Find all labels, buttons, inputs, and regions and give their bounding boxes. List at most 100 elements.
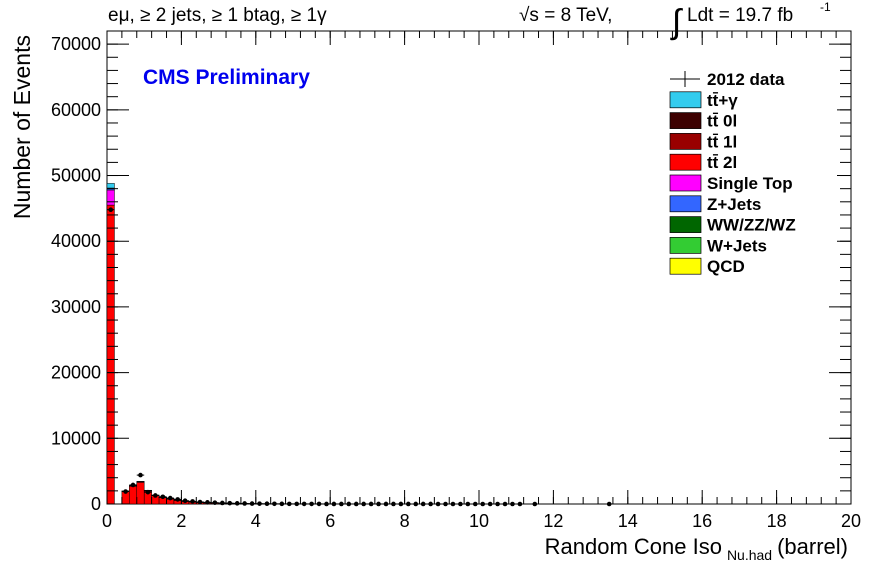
stack-bar xyxy=(106,183,115,189)
legend-swatch xyxy=(669,112,702,129)
x-tick-label: 8 xyxy=(400,511,410,531)
data-point xyxy=(301,501,307,507)
legend-swatch xyxy=(669,133,702,150)
y-tick-label: 70000 xyxy=(51,34,101,54)
legend-label: Single Top xyxy=(707,174,793,193)
x-tick-label: 2 xyxy=(176,511,186,531)
data-point xyxy=(495,501,500,507)
legend-swatch xyxy=(669,174,702,192)
data-point xyxy=(465,501,471,507)
cms-preliminary-label: CMS Preliminary xyxy=(143,66,310,89)
x-axis-title-suffix: (barrel) xyxy=(777,534,848,559)
y-tick-label: 50000 xyxy=(51,166,101,186)
data-point xyxy=(510,501,515,507)
y-tick-label: 60000 xyxy=(51,100,101,120)
data-point xyxy=(376,501,381,507)
x-axis-title-subscript: Nu.had xyxy=(727,547,772,563)
y-tick-label: 0 xyxy=(91,494,101,514)
data-point xyxy=(145,489,151,495)
data-point xyxy=(480,501,486,507)
data-point xyxy=(472,501,478,507)
data-point xyxy=(346,501,352,507)
data-point xyxy=(153,493,158,498)
data-point xyxy=(108,207,114,212)
data-point xyxy=(487,501,493,507)
x-tick-label: 4 xyxy=(251,511,261,531)
y-tick-label: 30000 xyxy=(51,297,101,317)
data-point xyxy=(406,501,411,507)
data-point xyxy=(339,501,344,507)
data-point xyxy=(517,501,523,507)
legend-label: Z+Jets xyxy=(707,195,761,214)
x-tick-label: 0 xyxy=(102,511,112,531)
legend-swatch xyxy=(669,91,702,109)
data-point xyxy=(242,501,247,506)
y-tick-label: 40000 xyxy=(51,231,101,251)
data-point xyxy=(502,501,508,507)
lumi-integral-sign: ∫ xyxy=(670,3,683,41)
data-point xyxy=(458,501,463,507)
data-point xyxy=(286,501,292,507)
data-point xyxy=(234,501,240,506)
data-point xyxy=(398,501,404,507)
data-point xyxy=(138,472,143,478)
data-points xyxy=(107,207,613,507)
legend-swatch xyxy=(669,153,702,171)
data-point xyxy=(316,501,322,507)
lumi-label: Ldt = 19.7 fb xyxy=(687,5,793,26)
data-point xyxy=(279,501,285,507)
data-point xyxy=(182,498,188,504)
data-point xyxy=(361,501,366,507)
data-point xyxy=(294,501,300,507)
data-point xyxy=(383,501,389,507)
y-tick-label: 20000 xyxy=(51,363,101,383)
data-point xyxy=(331,501,337,507)
mc-stack xyxy=(106,183,257,505)
stack-bar xyxy=(106,189,115,206)
data-point xyxy=(309,501,314,507)
legend-swatch xyxy=(669,257,702,275)
data-point xyxy=(123,489,128,494)
data-point xyxy=(227,500,233,506)
legend-label: QCD xyxy=(707,257,745,276)
legend-swatch xyxy=(669,216,702,233)
lumi-exponent: -1 xyxy=(820,0,831,14)
y-axis-title: Number of Events xyxy=(9,35,35,219)
legend-label: 2012 data xyxy=(707,70,785,89)
legend-label: W+Jets xyxy=(707,236,767,255)
x-tick-label: 20 xyxy=(841,511,861,531)
data-point xyxy=(443,501,448,507)
data-point xyxy=(353,501,359,507)
data-point xyxy=(130,482,136,488)
data-point xyxy=(257,501,262,506)
data-point xyxy=(391,501,396,507)
stack-bar xyxy=(136,481,145,483)
legend-swatch xyxy=(669,237,702,254)
data-point xyxy=(190,499,195,504)
x-axis-title-main: Random Cone Iso xyxy=(545,534,722,559)
data-point xyxy=(450,501,456,507)
data-point xyxy=(264,501,270,507)
x-tick-label: 16 xyxy=(692,511,712,531)
legend-swatch xyxy=(669,195,702,213)
data-point xyxy=(160,494,166,500)
stack-bar xyxy=(136,482,145,505)
data-point xyxy=(435,501,441,507)
x-tick-label: 14 xyxy=(618,511,638,531)
x-tick-label: 12 xyxy=(543,511,563,531)
data-point xyxy=(324,501,329,507)
data-point xyxy=(428,501,433,507)
y-tick-label: 10000 xyxy=(51,428,101,448)
data-point xyxy=(420,501,426,507)
legend-label: tt̄ 0l xyxy=(707,112,737,131)
stack-bar xyxy=(129,486,138,505)
x-tick-label: 18 xyxy=(767,511,787,531)
data-point xyxy=(220,500,225,506)
x-tick-label: 6 xyxy=(325,511,335,531)
data-point xyxy=(212,500,218,505)
data-point xyxy=(205,500,210,505)
data-point xyxy=(368,501,374,507)
legend-label: WW/ZZ/WZ xyxy=(707,216,796,235)
